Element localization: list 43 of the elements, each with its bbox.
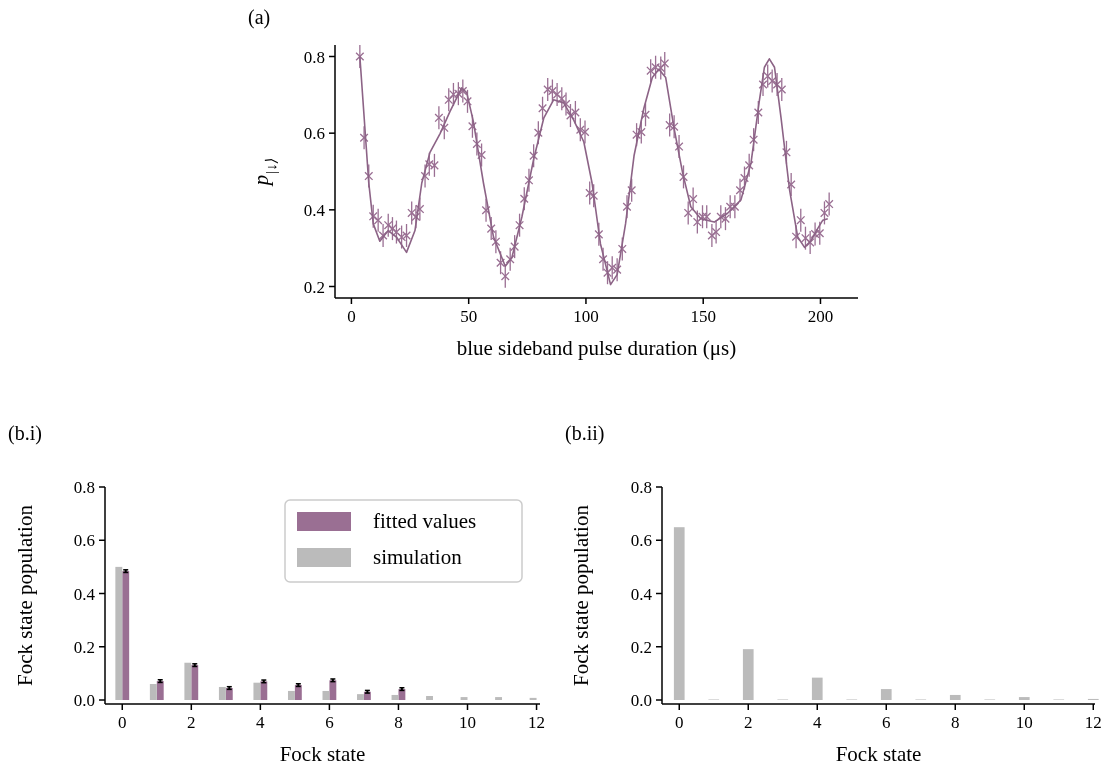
x-tick-label: 0 xyxy=(675,713,684,732)
y-tick-label: 0.4 xyxy=(73,584,96,604)
y-tick-label: 0.4 xyxy=(630,584,653,604)
y-tick-label: 0.0 xyxy=(630,691,652,711)
x-tick-label: 200 xyxy=(807,307,834,326)
x-tick-label: 150 xyxy=(690,307,716,326)
x-tick-label: 2 xyxy=(187,713,196,732)
x-tick-label: 0 xyxy=(347,307,356,326)
y-tick-label: 0.6 xyxy=(303,124,325,144)
y-tick-label: 0.2 xyxy=(630,637,652,657)
x-tick-label: 0 xyxy=(118,713,127,732)
y-tick-label: 0.8 xyxy=(73,478,95,497)
x-tick-label: 10 xyxy=(1015,713,1033,732)
y-tick-label: 0.2 xyxy=(73,637,95,657)
y-tick-label: 0.0 xyxy=(73,691,95,711)
y-tick-label: 0.8 xyxy=(630,478,652,497)
x-tick-label: 12 xyxy=(528,713,546,732)
y-tick-label: 0.6 xyxy=(630,531,652,551)
x-tick-label: 10 xyxy=(459,713,476,732)
x-tick-label: 6 xyxy=(325,713,334,732)
y-axis-title: Fock state population xyxy=(569,504,593,686)
chart-title: (b.ii) xyxy=(565,422,605,445)
x-tick-label: 4 xyxy=(256,713,266,732)
x-axis-title: blue sideband pulse duration (μs) xyxy=(456,336,737,360)
x-tick-label: 8 xyxy=(394,713,403,732)
x-axis-title: Fock state xyxy=(835,742,922,766)
x-tick-label: 6 xyxy=(882,713,891,732)
x-tick-label: 12 xyxy=(1084,713,1102,732)
y-tick-label: 0.4 xyxy=(303,200,326,220)
x-tick-label: 2 xyxy=(744,713,753,732)
y-axis-title: Fock state population xyxy=(13,504,37,686)
legend-label: fitted values xyxy=(373,509,477,533)
x-tick-label: 8 xyxy=(951,713,960,732)
y-tick-label: 0.6 xyxy=(73,531,95,551)
y-tick-label: 0.2 xyxy=(303,277,325,297)
legend-label: simulation xyxy=(373,545,463,569)
x-tick-label: 4 xyxy=(813,713,823,732)
y-tick-label: 0.8 xyxy=(303,47,325,67)
chart-title: (b.i) xyxy=(8,422,42,445)
chart-title: (a) xyxy=(248,6,271,29)
x-tick-label: 50 xyxy=(460,307,478,326)
x-axis-title: Fock state xyxy=(279,742,366,766)
x-tick-label: 100 xyxy=(573,307,599,326)
